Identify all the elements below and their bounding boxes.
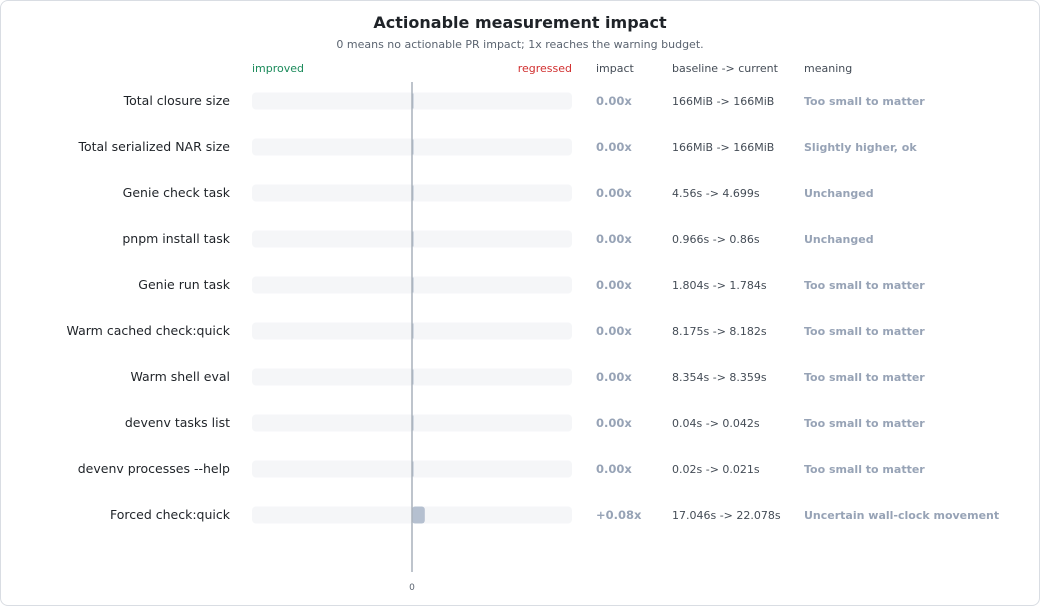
row-label: Genie check task bbox=[123, 185, 231, 200]
chart-row: Forced check:quick +0.08x 17.046s -> 22.07… bbox=[110, 506, 999, 524]
impact-value: 0.00x bbox=[596, 416, 632, 430]
row-label: Forced check:quick bbox=[110, 507, 231, 522]
impact-bar bbox=[412, 506, 425, 524]
meaning-value: Unchanged bbox=[804, 187, 874, 200]
row-label: pnpm install task bbox=[122, 231, 230, 246]
baseline-current-value: 0.966s -> 0.86s bbox=[672, 233, 760, 246]
impact-value: 0.00x bbox=[596, 324, 632, 338]
meaning-value: Uncertain wall-clock movement bbox=[804, 509, 999, 522]
meaning-value: Too small to matter bbox=[804, 371, 925, 384]
chart-row: Warm cached check:quick 0.00x 8.175s -> 8.… bbox=[67, 322, 925, 340]
meaning-value: Too small to matter bbox=[804, 417, 925, 430]
row-label: devenv tasks list bbox=[125, 415, 230, 430]
row-label: Warm cached check:quick bbox=[67, 323, 231, 338]
baseline-current-value: 0.04s -> 0.042s bbox=[672, 417, 760, 430]
row-label: Total closure size bbox=[123, 93, 231, 108]
row-label: Genie run task bbox=[138, 277, 230, 292]
regressed-label: regressed bbox=[518, 62, 572, 75]
baseline-current-value: 4.56s -> 4.699s bbox=[672, 187, 760, 200]
chart-subtitle: 0 means no actionable PR impact; 1x reac… bbox=[336, 38, 703, 51]
baseline-current-value: 8.354s -> 8.359s bbox=[672, 371, 767, 384]
chart-row: Genie check task 0.00x 4.56s -> 4.699s Unch… bbox=[123, 184, 874, 202]
meaning-value: Slightly higher, ok bbox=[804, 141, 917, 154]
improved-label: improved bbox=[252, 62, 304, 75]
impact-value: 0.00x bbox=[596, 94, 632, 108]
row-label: Total serialized NAR size bbox=[77, 139, 230, 154]
impact-value: 0.00x bbox=[596, 232, 632, 246]
chart-row: devenv processes --help 0.00x 0.02s -> 0.0… bbox=[78, 460, 925, 478]
impact-value: 0.00x bbox=[596, 462, 632, 476]
chart-title: Actionable measurement impact bbox=[373, 13, 667, 32]
baseline-current-value: 166MiB -> 166MiB bbox=[672, 141, 774, 154]
baseline-current-value: 166MiB -> 166MiB bbox=[672, 95, 774, 108]
chart-row: pnpm install task 0.00x 0.966s -> 0.86s Unc… bbox=[122, 230, 874, 248]
baseline-current-value: 8.175s -> 8.182s bbox=[672, 325, 767, 338]
impact-value: +0.08x bbox=[596, 508, 642, 522]
meaning-value: Too small to matter bbox=[804, 325, 925, 338]
chart-row: Total closure size 0.00x 166MiB -> 166MiB T… bbox=[123, 92, 925, 110]
row-label: Warm shell eval bbox=[130, 369, 230, 384]
impact-value: 0.00x bbox=[596, 370, 632, 384]
chart-row: Genie run task 0.00x 1.804s -> 1.784s Too s… bbox=[138, 276, 925, 294]
chart-row: devenv tasks list 0.00x 0.04s -> 0.042s Too… bbox=[125, 414, 925, 432]
meaning-value: Unchanged bbox=[804, 233, 874, 246]
chart-rows: Total closure size 0.00x 166MiB -> 166MiB T… bbox=[67, 92, 999, 524]
impact-value: 0.00x bbox=[596, 140, 632, 154]
baseline-column-header: baseline -> current bbox=[672, 62, 779, 75]
baseline-current-value: 17.046s -> 22.078s bbox=[672, 509, 781, 522]
chart-row: Warm shell eval 0.00x 8.354s -> 8.359s Too … bbox=[130, 368, 925, 386]
impact-column-header: impact bbox=[596, 62, 635, 75]
baseline-current-value: 1.804s -> 1.784s bbox=[672, 279, 767, 292]
impact-value: 0.00x bbox=[596, 186, 632, 200]
impact-value: 0.00x bbox=[596, 278, 632, 292]
meaning-value: Too small to matter bbox=[804, 463, 925, 476]
meaning-value: Too small to matter bbox=[804, 95, 925, 108]
x-tick-zero: 0 bbox=[409, 583, 415, 593]
meaning-value: Too small to matter bbox=[804, 279, 925, 292]
baseline-current-value: 0.02s -> 0.021s bbox=[672, 463, 760, 476]
meaning-column-header: meaning bbox=[804, 62, 852, 75]
chart-row: Total serialized NAR size 0.00x 166MiB -> … bbox=[77, 138, 917, 156]
row-label: devenv processes --help bbox=[78, 461, 230, 476]
